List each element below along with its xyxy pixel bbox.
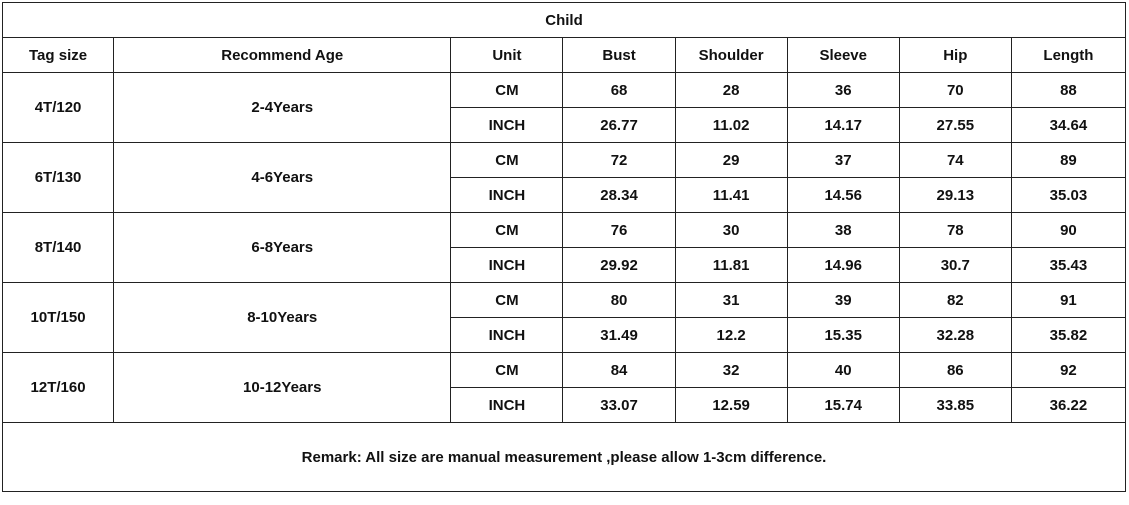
age-cell: 2-4Years [113, 72, 452, 143]
age-cell: 4-6Years [113, 142, 452, 213]
value-cell: 35.03 [1010, 177, 1127, 213]
table-title: Child [2, 2, 1126, 38]
value-cell: 12.59 [674, 387, 788, 423]
value-cell: 30.7 [898, 247, 1012, 283]
unit-cell: INCH [450, 317, 564, 353]
tag-size-cell: 12T/160 [1, 352, 115, 423]
value-cell: 84 [562, 352, 676, 388]
header-cell: Tag size [1, 37, 115, 73]
value-cell: 32.28 [898, 317, 1012, 353]
value-cell: 31.49 [562, 317, 676, 353]
value-cell: 11.41 [674, 177, 788, 213]
header-cell: Recommend Age [113, 37, 452, 73]
value-cell: 33.85 [898, 387, 1012, 423]
value-cell: 88 [1010, 72, 1127, 108]
header-cell: Sleeve [786, 37, 900, 73]
unit-cell: INCH [450, 177, 564, 213]
age-cell: 8-10Years [113, 282, 452, 353]
value-cell: 29.13 [898, 177, 1012, 213]
value-cell: 30 [674, 212, 788, 248]
value-cell: 68 [562, 72, 676, 108]
value-cell: 35.82 [1010, 317, 1127, 353]
unit-cell: INCH [450, 387, 564, 423]
value-cell: 38 [786, 212, 900, 248]
value-cell: 15.35 [786, 317, 900, 353]
age-cell: 10-12Years [113, 352, 452, 423]
unit-cell: CM [450, 282, 564, 318]
value-cell: 28 [674, 72, 788, 108]
table-row: INCH 31.49 12.2 15.35 32.28 35.82 [3, 317, 1127, 353]
value-cell: 14.56 [786, 177, 900, 213]
table-row: 12T/160 10-12Years CM 84 32 40 86 92 [1, 352, 1127, 423]
value-cell: 36 [786, 72, 900, 108]
value-cell: 14.96 [786, 247, 900, 283]
value-cell: 82 [898, 282, 1012, 318]
header-cell: Length [1010, 37, 1127, 73]
unit-cell: CM [450, 142, 564, 178]
unit-cell: CM [450, 72, 564, 108]
value-cell: 37 [786, 142, 900, 178]
value-cell: 28.34 [562, 177, 676, 213]
table-row: Child [2, 2, 1126, 38]
unit-cell: INCH [450, 107, 564, 143]
value-cell: 90 [1010, 212, 1127, 248]
value-cell: 34.64 [1010, 107, 1127, 143]
value-cell: 89 [1010, 142, 1127, 178]
value-cell: 36.22 [1010, 387, 1127, 423]
value-cell: 31 [674, 282, 788, 318]
remark: Remark: All size are manual measurement … [2, 422, 1126, 492]
value-cell: 27.55 [898, 107, 1012, 143]
unit-cell: INCH [450, 247, 564, 283]
value-cell: 78 [898, 212, 1012, 248]
table-row: 6T/130 4-6Years CM 72 29 37 74 89 [1, 142, 1127, 213]
value-cell: 86 [898, 352, 1012, 388]
value-cell: 92 [1010, 352, 1127, 388]
header-cell: Bust [562, 37, 676, 73]
value-cell: 40 [786, 352, 900, 388]
value-cell: 72 [562, 142, 676, 178]
value-cell: 32 [674, 352, 788, 388]
value-cell: 70 [898, 72, 1012, 108]
value-cell: 11.81 [674, 247, 788, 283]
value-cell: 91 [1010, 282, 1127, 318]
value-cell: 26.77 [562, 107, 676, 143]
table-row: Remark: All size are manual measurement … [2, 422, 1126, 492]
header-cell: Shoulder [674, 37, 788, 73]
value-cell: 35.43 [1010, 247, 1127, 283]
value-cell: 33.07 [562, 387, 676, 423]
value-cell: 29.92 [562, 247, 676, 283]
table-row: 8T/140 6-8Years CM 76 30 38 78 90 [1, 212, 1127, 283]
value-cell: 11.02 [674, 107, 788, 143]
value-cell: 14.17 [786, 107, 900, 143]
table-row: INCH 29.92 11.81 14.96 30.7 35.43 [3, 247, 1127, 283]
table-row: INCH 28.34 11.41 14.56 29.13 35.03 [3, 177, 1127, 213]
tag-size-cell: 6T/130 [1, 142, 115, 213]
tag-size-cell: 4T/120 [1, 72, 115, 143]
value-cell: 12.2 [674, 317, 788, 353]
value-cell: 39 [786, 282, 900, 318]
table-row: 10T/150 8-10Years CM 80 31 39 82 91 [1, 282, 1127, 353]
header-cell: Hip [898, 37, 1012, 73]
table-row: 4T/120 2-4Years CM 68 28 36 70 88 [1, 72, 1127, 143]
value-cell: 15.74 [786, 387, 900, 423]
table-row: INCH 26.77 11.02 14.17 27.55 34.64 [3, 107, 1127, 143]
unit-cell: CM [450, 212, 564, 248]
tag-size-cell: 8T/140 [1, 212, 115, 283]
header-cell: Unit [450, 37, 564, 73]
value-cell: 80 [562, 282, 676, 318]
unit-cell: CM [450, 352, 564, 388]
table-row: Tag size Recommend Age Unit Bust Shoulder Sle… [1, 37, 1127, 73]
table-row: INCH 33.07 12.59 15.74 33.85 36.22 [3, 387, 1127, 423]
age-cell: 6-8Years [113, 212, 452, 283]
value-cell: 29 [674, 142, 788, 178]
value-cell: 76 [562, 212, 676, 248]
tag-size-cell: 10T/150 [1, 282, 115, 353]
size-table: Child Tag size Recommend Age Unit Bust Should… [1, 2, 1127, 492]
value-cell: 74 [898, 142, 1012, 178]
